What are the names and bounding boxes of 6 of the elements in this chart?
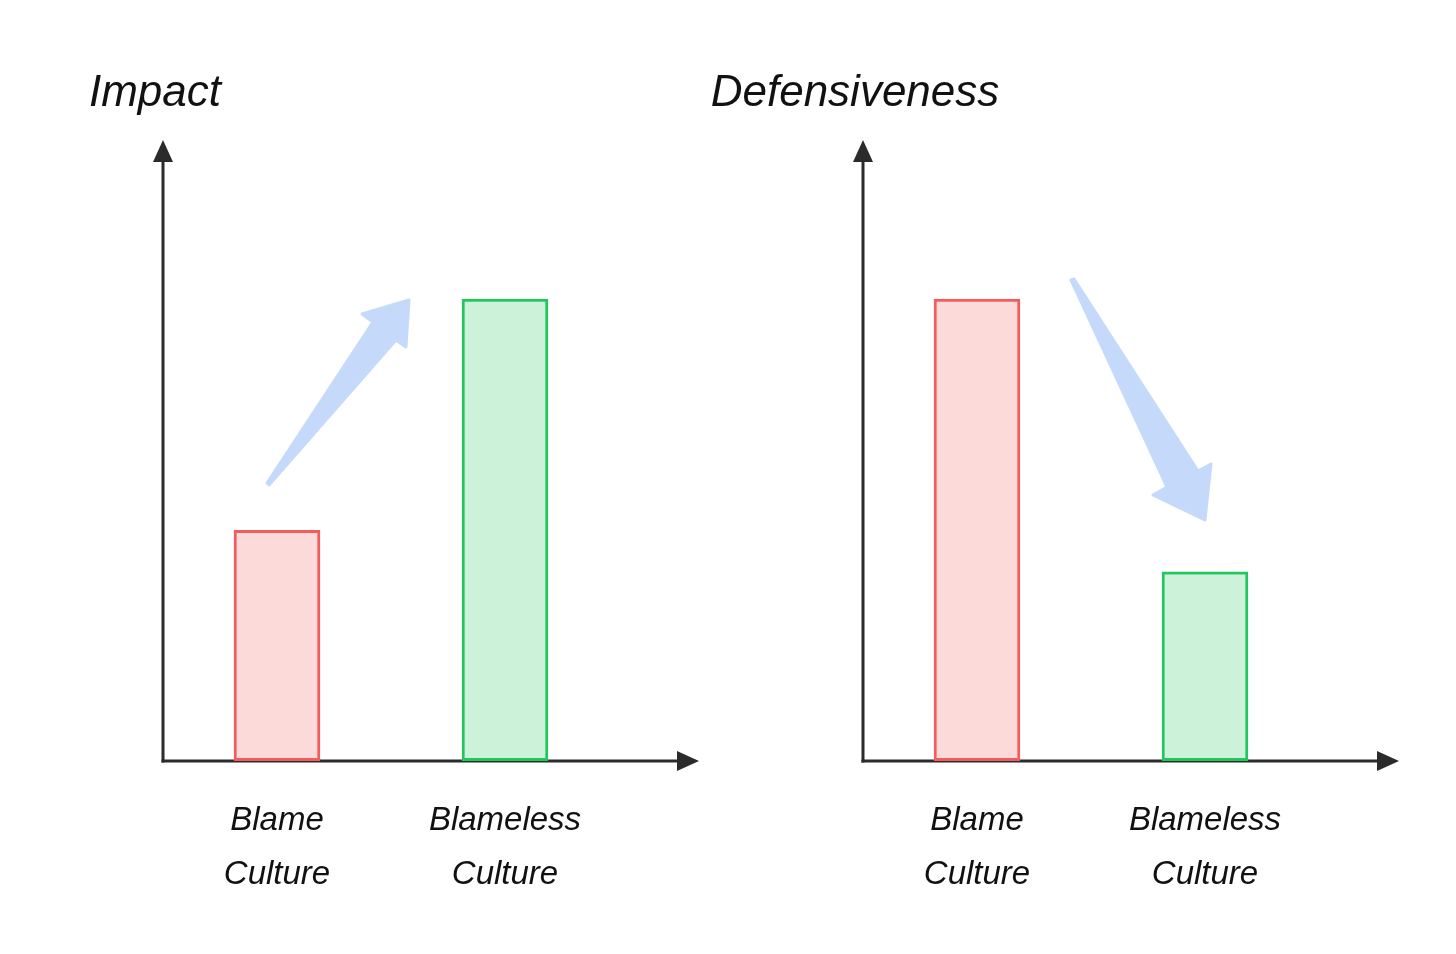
x-tick-label: Blame Culture	[923, 799, 1031, 891]
y-axis-title: Defensiveness	[710, 66, 1000, 115]
y-axis-title: Impact	[88, 66, 223, 115]
x-tick-label: Blameless Culture	[1128, 799, 1282, 891]
x-tick-label: Blame Culture	[223, 799, 331, 891]
x-tick-label: Blameless Culture	[428, 799, 582, 891]
